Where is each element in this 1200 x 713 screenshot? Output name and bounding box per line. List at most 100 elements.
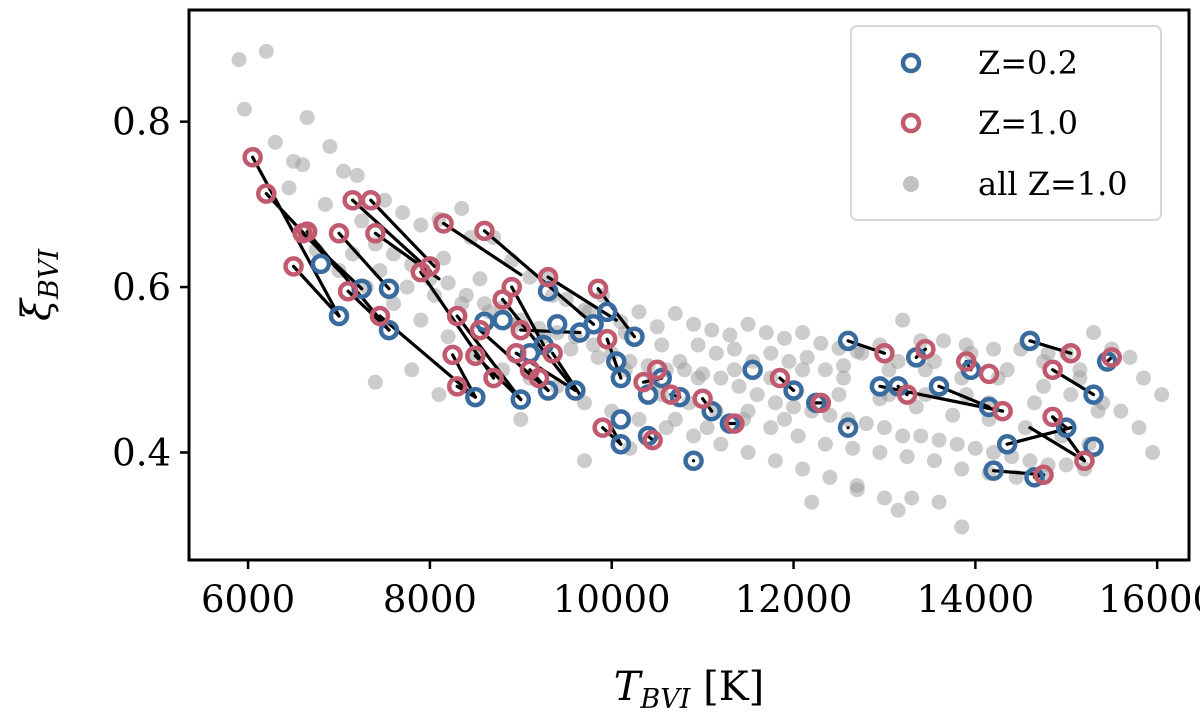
pair-line [441, 221, 523, 277]
pair-line [646, 434, 655, 442]
point-z02 [310, 253, 332, 275]
point-z02 [610, 367, 632, 389]
point-z02 [378, 278, 400, 299]
point-z10 [501, 276, 522, 298]
point-all-z10 [813, 335, 829, 351]
point-all-z10 [349, 167, 365, 183]
point-all-z10 [986, 341, 1002, 357]
point-all-z10 [986, 444, 1002, 460]
x-axis-title-sub: BVI [639, 684, 691, 713]
y-axis-title-sub: BVI [34, 248, 65, 300]
point-all-z10 [413, 217, 429, 233]
point-all-z10 [1036, 378, 1052, 394]
point-all-z10 [1063, 387, 1079, 403]
legend-marker-z02 [900, 52, 922, 74]
point-all-z10 [436, 250, 452, 266]
point-all-z10 [831, 387, 847, 403]
point-all-z10 [576, 453, 592, 469]
point-all-z10 [726, 362, 742, 378]
point-all-z10 [786, 399, 802, 415]
point-all-z10 [267, 134, 283, 150]
point-all-z10 [1022, 453, 1038, 469]
point-all-z10 [513, 411, 529, 427]
point-all-z10 [690, 337, 706, 353]
point-all-z10 [231, 52, 247, 68]
pair-line [455, 314, 523, 402]
point-all-z10 [1122, 349, 1138, 365]
point-all-z10 [781, 354, 797, 370]
point-all-z10 [1145, 444, 1161, 460]
point-z10 [596, 328, 618, 350]
point-all-z10 [322, 138, 338, 154]
point-all-z10 [590, 349, 606, 365]
legend-label-all: all Z=1.0 [978, 165, 1128, 203]
point-z10 [978, 363, 1000, 385]
point-z02 [1083, 436, 1104, 457]
point-z02 [1019, 330, 1041, 352]
point-all-z10 [454, 200, 470, 216]
point-all-z10 [281, 180, 297, 196]
point-z02 [624, 326, 645, 347]
x-tick-label: 6000 [201, 578, 295, 621]
point-all-z10 [967, 440, 983, 456]
point-all-z10 [317, 196, 333, 212]
pair-line [1105, 355, 1114, 364]
point-z10 [465, 345, 486, 366]
point-z02 [983, 460, 1004, 481]
point-z10 [369, 305, 391, 327]
point-all-z10 [258, 43, 274, 59]
point-z10 [283, 256, 304, 277]
point-all-z10 [699, 420, 715, 436]
point-z10 [915, 338, 936, 360]
point-all-z10 [945, 407, 961, 423]
pair-line [291, 264, 341, 318]
point-all-z10 [790, 428, 806, 444]
pair-line [305, 230, 391, 332]
y-ticks: 0.4 0.6 0.8 [112, 101, 189, 474]
point-all-z10 [795, 325, 811, 341]
point-all-z10 [404, 362, 420, 378]
point-all-z10 [763, 420, 779, 436]
x-axis-title-main: T [614, 664, 644, 710]
point-z10 [646, 359, 668, 381]
point-all-z10 [654, 337, 670, 353]
point-z10 [442, 344, 463, 366]
point-all-z10 [890, 354, 906, 370]
point-all-z10 [776, 411, 792, 427]
y-tick-label: 0.4 [112, 431, 171, 474]
point-all-z10 [431, 387, 447, 403]
point-all-z10 [1086, 325, 1102, 341]
point-z02 [328, 305, 350, 327]
point-z10 [474, 220, 495, 242]
point-z10 [1042, 359, 1063, 381]
point-all-z10 [1154, 387, 1170, 403]
point-all-z10 [740, 316, 756, 332]
point-all-z10 [854, 345, 870, 361]
point-z10 [660, 384, 682, 405]
point-all-z10 [1017, 420, 1033, 436]
point-all-z10 [440, 275, 456, 291]
point-all-z10 [399, 279, 415, 295]
point-z02 [492, 309, 513, 331]
point-all-z10 [686, 428, 702, 444]
point-all-z10 [336, 163, 352, 179]
point-z02 [465, 386, 486, 408]
point-z10 [419, 256, 441, 277]
point-all-z10 [440, 329, 456, 345]
point-z02 [996, 433, 1018, 455]
x-tick-label: 10000 [553, 578, 671, 621]
point-all-z10 [1113, 403, 1129, 419]
point-all-z10 [890, 502, 906, 518]
point-z10 [874, 342, 895, 364]
point-all-z10 [1131, 420, 1147, 436]
point-all-z10 [895, 312, 911, 328]
point-z10 [296, 221, 318, 242]
point-all-z10 [299, 110, 315, 126]
y-axis-title-main: ξ [14, 297, 60, 321]
point-all-z10 [822, 469, 838, 485]
y-axis-title: ξBVI [14, 248, 65, 321]
point-z10 [896, 384, 918, 405]
pair-line [510, 285, 546, 347]
point-all-z10 [413, 312, 429, 328]
